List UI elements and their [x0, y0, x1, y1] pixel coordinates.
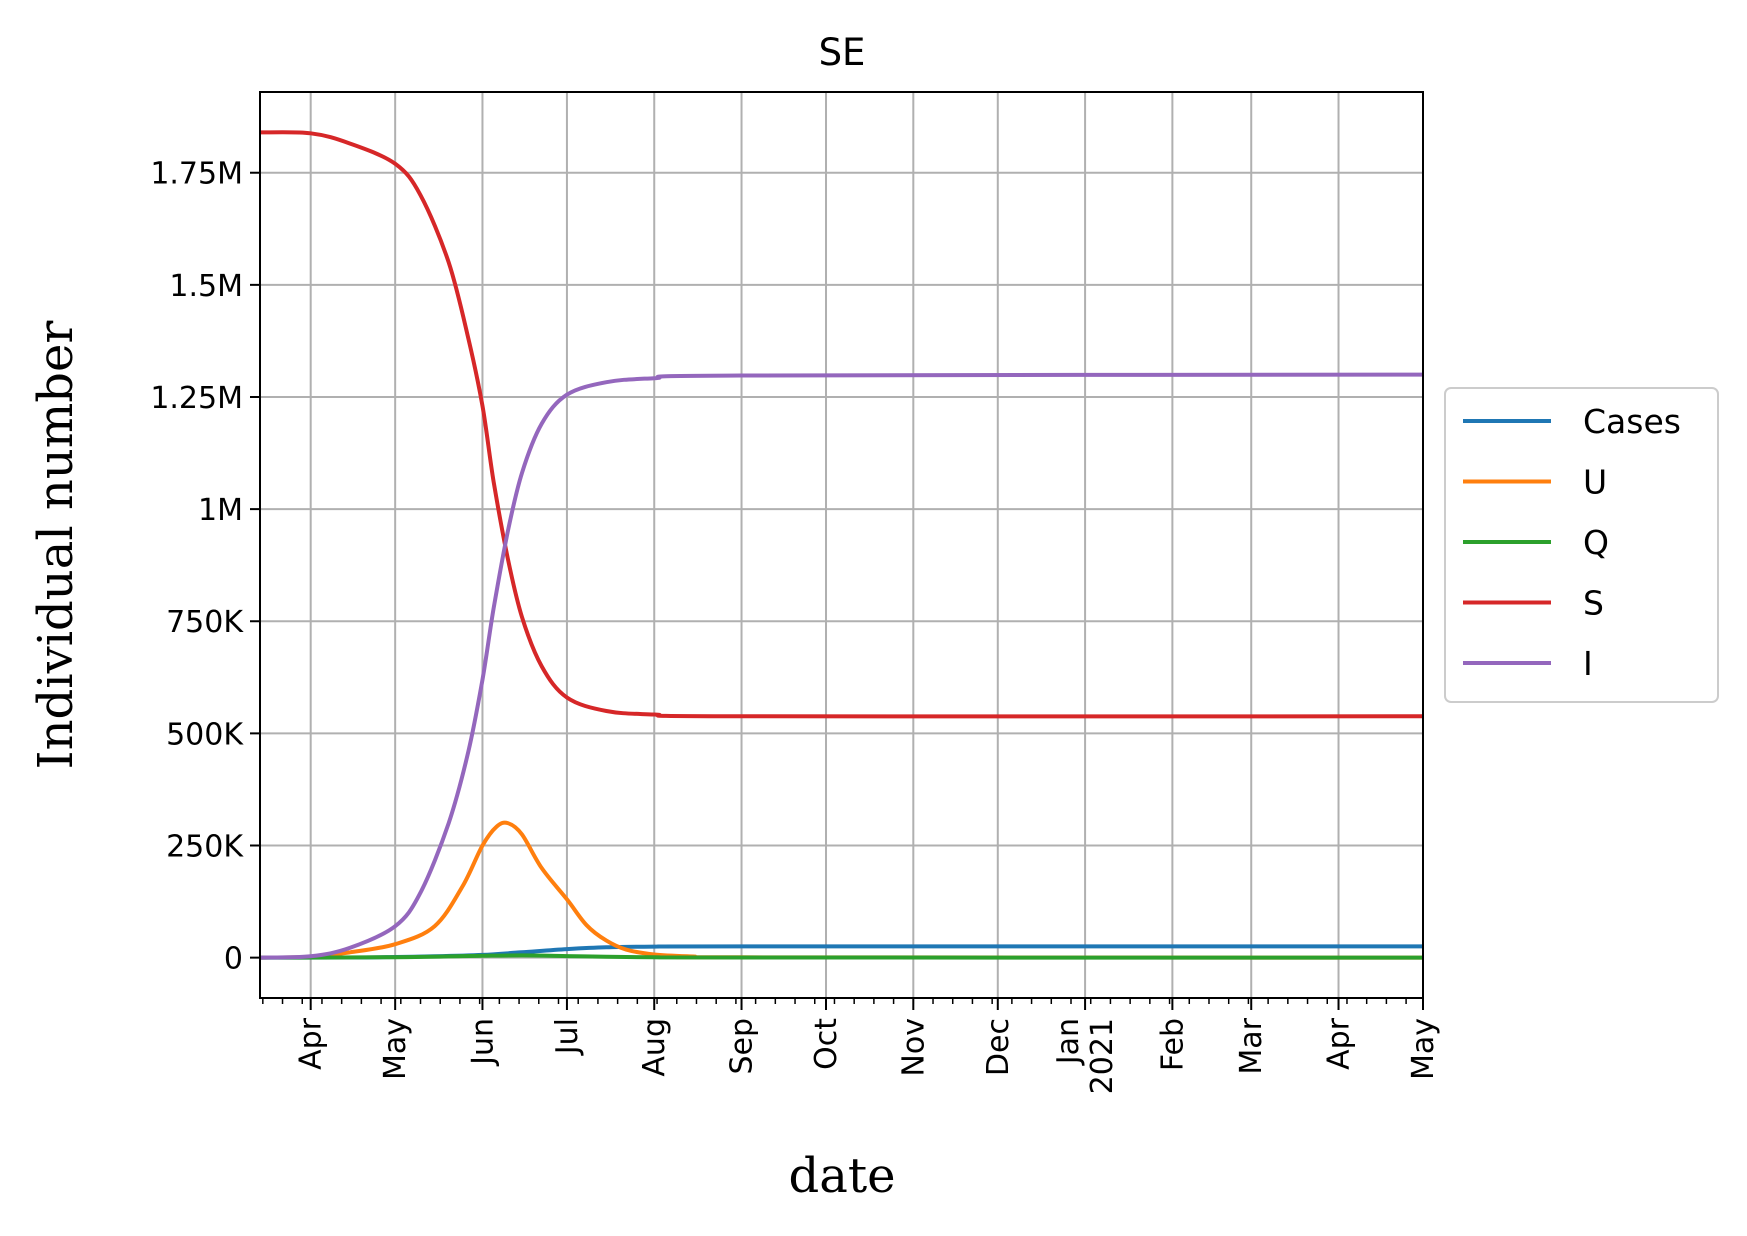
x-tick-label: Jan2021	[1051, 1018, 1120, 1094]
legend-label-cases: Cases	[1583, 402, 1681, 441]
x-tick-label: Dec	[981, 1018, 1016, 1076]
x-tick-label: Apr	[1322, 1017, 1357, 1070]
x-tick-label: May	[378, 1018, 413, 1080]
y-tick-label: 0	[224, 942, 243, 977]
legend-label-i: I	[1583, 644, 1593, 683]
y-tick-label: 1M	[198, 493, 243, 528]
legend-label-s: S	[1583, 584, 1604, 623]
y-axis: 0 250K 500K 750K 1M 1.25M 1.5M 1.75M	[150, 157, 260, 977]
series-line-s	[259, 130, 1424, 719]
series-line-u	[259, 820, 1424, 960]
x-tick-label: Jul	[550, 1018, 585, 1056]
plot-area-frame	[259, 91, 1424, 999]
x-axis-label: date	[788, 1148, 895, 1204]
y-tick-label: 500K	[166, 717, 244, 752]
legend-label-u: U	[1583, 463, 1607, 502]
y-tick-label: 250K	[166, 830, 244, 865]
x-tick-label: Mar	[1234, 1017, 1269, 1074]
y-tick-label: 750K	[166, 605, 244, 640]
legend-label-q: Q	[1583, 523, 1609, 562]
x-tick-label: Apr	[294, 1017, 329, 1070]
x-tick-label: Oct	[809, 1018, 844, 1070]
y-tick-label: 1.25M	[150, 381, 243, 416]
series-line-q	[259, 953, 1424, 960]
x-tick-label: May	[1406, 1018, 1441, 1080]
x-axis: Apr May Jun Jul Aug Sep Oct Nov Dec Jan2021 Feb Mar…	[262, 998, 1441, 1094]
x-tick-label: Aug	[637, 1018, 672, 1077]
x-tick-label: Jun	[465, 1018, 500, 1067]
x-tick-label: Sep	[725, 1018, 760, 1075]
x-tick-label: Nov	[896, 1018, 931, 1077]
series-line-i	[259, 372, 1424, 960]
y-tick-label: 1.75M	[150, 157, 243, 192]
y-tick-label: 1.5M	[169, 269, 243, 304]
series-lines	[259, 130, 1424, 960]
y-axis-label: Individual number	[28, 321, 84, 770]
x-tick-label: Feb	[1155, 1018, 1190, 1071]
chart-title: SE	[819, 31, 866, 74]
legend-frame	[1444, 387, 1719, 703]
